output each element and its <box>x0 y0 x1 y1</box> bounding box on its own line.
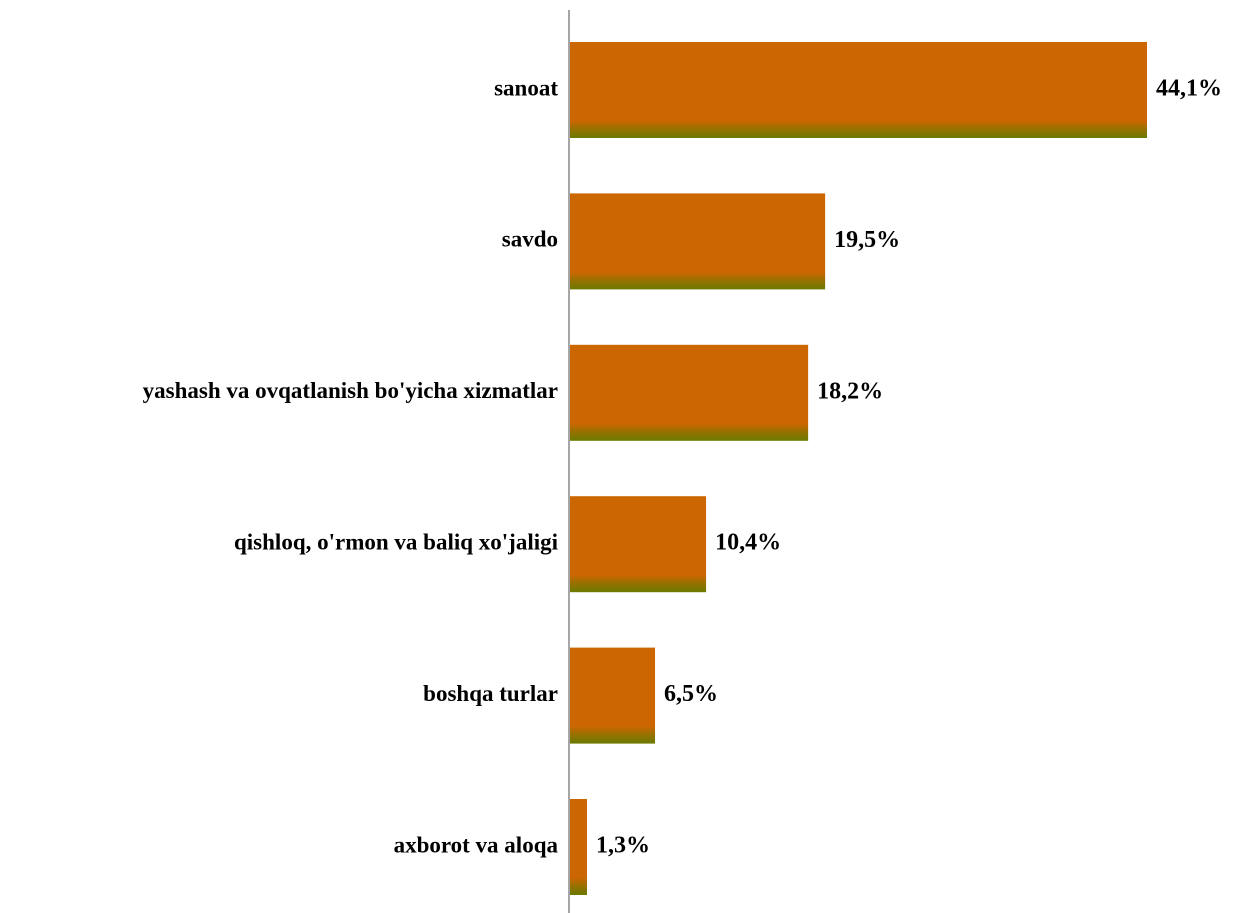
value-label-2: 18,2% <box>817 378 883 404</box>
value-label-1: 19,5% <box>834 227 900 253</box>
bar-0 <box>570 42 1147 138</box>
labels-layer: sanoat 44,1% savdo 19,5% yashash va ovqatlan… <box>143 75 1222 858</box>
category-label-2: yashash va ovqatlanish bo'yicha xizmatla… <box>143 378 558 403</box>
bar-5 <box>570 799 588 895</box>
category-label-5: axborot va aloqa <box>394 832 559 857</box>
category-label-3: qishloq, o'rmon va baliq xo'jaligi <box>234 529 559 554</box>
bar-2 <box>570 344 809 441</box>
bar-1 <box>570 193 826 290</box>
category-label-0: sanoat <box>494 75 558 100</box>
value-label-3: 10,4% <box>715 530 781 556</box>
value-label-4: 6,5% <box>664 681 718 707</box>
value-label-0: 44,1% <box>1156 76 1222 102</box>
category-label-1: savdo <box>502 227 558 252</box>
bar-4 <box>570 647 656 744</box>
bars-layer <box>570 42 1147 895</box>
category-label-4: boshqa turlar <box>423 681 558 706</box>
bar-3 <box>570 496 707 593</box>
value-label-5: 1,3% <box>596 833 650 859</box>
